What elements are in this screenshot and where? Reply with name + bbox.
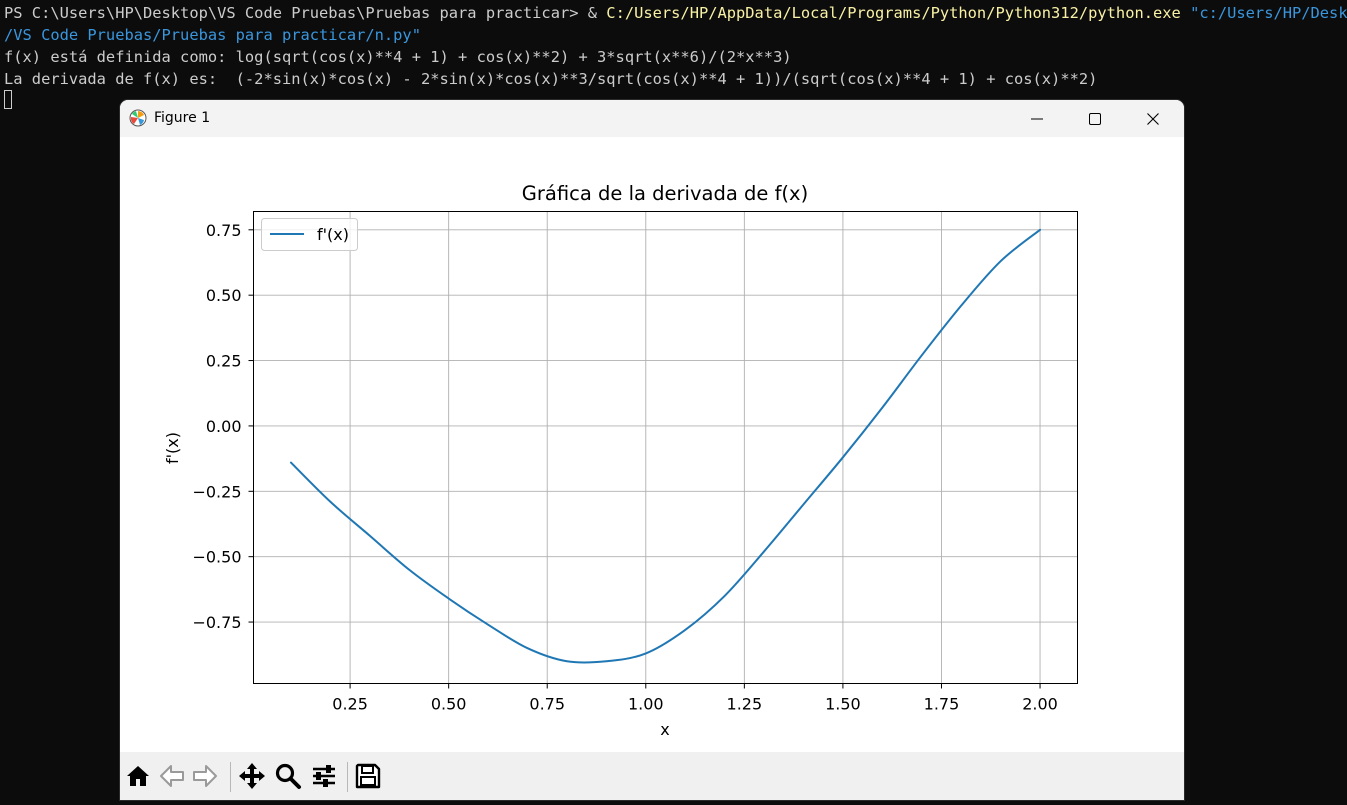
x-tick-label: 1.50 bbox=[825, 695, 861, 714]
pan-icon bbox=[239, 763, 265, 789]
y-tick-label: 0.00 bbox=[206, 417, 242, 436]
legend: f'(x) bbox=[261, 218, 358, 251]
y-ticks: −0.75 −0.50 −0.25 0.00 0.25 0.50 0.75 bbox=[192, 221, 254, 632]
navigation-toolbar bbox=[120, 752, 1184, 800]
forward-icon bbox=[193, 765, 217, 787]
x-tick-label: 1.25 bbox=[727, 695, 763, 714]
terminal-python-path: C:/Users/HP/AppData/Local/Programs/Pytho… bbox=[606, 4, 1181, 22]
legend-label: f'(x) bbox=[317, 225, 349, 244]
close-button[interactable] bbox=[1124, 100, 1182, 137]
title-bar[interactable]: Figure 1 bbox=[120, 100, 1184, 137]
axes: −0.75 −0.50 −0.25 0.00 0.25 0.50 0.75 0.25 0.50… bbox=[192, 211, 1078, 714]
back-icon bbox=[160, 765, 184, 787]
save-button[interactable] bbox=[353, 760, 383, 792]
configure-subplots-button[interactable] bbox=[309, 760, 339, 792]
y-tick-label: −0.25 bbox=[192, 482, 241, 501]
x-tick-label: 0.25 bbox=[332, 695, 368, 714]
terminal-line-derivative: La derivada de f(x) es: (-2*sin(x)*cos(x… bbox=[4, 70, 1098, 88]
x-tick-label: 1.00 bbox=[628, 695, 664, 714]
back-button[interactable] bbox=[157, 760, 187, 792]
zoom-button[interactable] bbox=[273, 760, 303, 792]
chart-title: Gráfica de la derivada de f(x) bbox=[522, 182, 808, 205]
zoom-icon bbox=[275, 763, 301, 789]
series-line bbox=[289, 228, 1042, 664]
window-title: Figure 1 bbox=[154, 110, 211, 126]
x-tick-label: 0.75 bbox=[529, 695, 565, 714]
home-icon bbox=[127, 766, 149, 786]
y-tick-label: 0.50 bbox=[206, 286, 242, 305]
gridlines bbox=[253, 211, 1078, 684]
minimize-button[interactable] bbox=[1008, 100, 1066, 137]
x-tick-label: 1.75 bbox=[924, 695, 960, 714]
minimize-icon bbox=[1031, 118, 1043, 119]
maximize-button[interactable] bbox=[1066, 100, 1124, 137]
home-button[interactable] bbox=[123, 760, 153, 792]
y-axis-label: f'(x) bbox=[163, 432, 182, 464]
y-tick-label: −0.75 bbox=[192, 613, 241, 632]
matplotlib-icon bbox=[129, 109, 147, 127]
x-axis-label: x bbox=[660, 720, 669, 739]
terminal-cursor bbox=[4, 90, 12, 109]
close-icon bbox=[1147, 112, 1159, 125]
terminal-line-command: PS C:\Users\HP\Desktop\VS Code Pruebas\P… bbox=[4, 2, 1347, 24]
y-tick-label: 0.25 bbox=[206, 352, 242, 371]
save-icon bbox=[355, 763, 381, 789]
x-ticks: 0.25 0.50 0.75 1.00 1.25 1.50 1.75 2.00 bbox=[332, 683, 1058, 714]
y-tick-label: −0.50 bbox=[192, 548, 241, 567]
toolbar-separator bbox=[347, 762, 348, 792]
terminal-script-arg: "c:/Users/HP/Desktop bbox=[1190, 4, 1347, 22]
maximize-icon bbox=[1089, 112, 1101, 125]
y-tick-label: 0.75 bbox=[206, 221, 242, 240]
configure-subplots-icon bbox=[313, 765, 335, 787]
terminal-line-function: f(x) está definida como: log(sqrt(cos(x)… bbox=[4, 48, 792, 66]
toolbar-separator bbox=[230, 762, 231, 792]
figure-window: Figure 1 −0.75 −0.50 −0.25 0.00 0.25 0.50 0.75… bbox=[120, 100, 1184, 800]
legend-box bbox=[261, 218, 358, 251]
axes-frame bbox=[253, 211, 1078, 684]
pan-button[interactable] bbox=[237, 760, 267, 792]
forward-button[interactable] bbox=[190, 760, 220, 792]
x-tick-label: 0.50 bbox=[431, 695, 467, 714]
figure-canvas[interactable]: −0.75 −0.50 −0.25 0.00 0.25 0.50 0.75 0.25 0.50… bbox=[120, 137, 1184, 752]
terminal-line-script-path: /VS Code Pruebas/Pruebas para practicar/… bbox=[4, 26, 421, 44]
terminal-prompt: PS C:\Users\HP\Desktop\VS Code Pruebas\P… bbox=[4, 4, 607, 22]
x-tick-label: 2.00 bbox=[1022, 695, 1058, 714]
